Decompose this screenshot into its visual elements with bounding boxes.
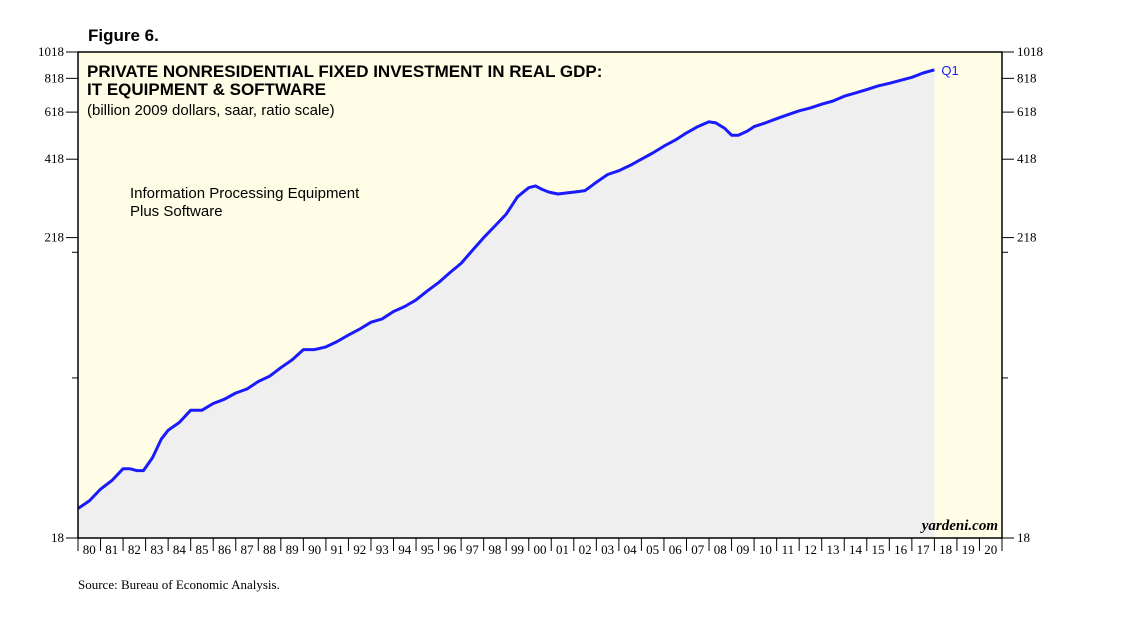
y-tick-label-right: 18	[1017, 530, 1030, 545]
plot-frame	[77, 51, 1003, 539]
x-tick-label: 07	[691, 542, 705, 557]
x-tick-label: 12	[804, 542, 817, 557]
x-tick-label: 11	[782, 542, 795, 557]
x-tick-label: 85	[195, 542, 208, 557]
end-label: Q1	[941, 63, 958, 78]
x-tick-label: 00	[534, 542, 547, 557]
x-tick-label: 17	[917, 542, 931, 557]
figure-label: Figure 6.	[88, 26, 159, 45]
series-annotation-line1: Information Processing Equipment	[130, 185, 360, 202]
y-tick-label-right: 818	[1017, 70, 1037, 85]
y-tick-label-right: 618	[1017, 104, 1037, 119]
y-tick-label-right: 218	[1017, 230, 1037, 245]
y-tick-label-left: 1018	[38, 44, 64, 59]
x-tick-label: 05	[646, 542, 659, 557]
x-tick-label: 88	[263, 542, 276, 557]
x-tick-label: 86	[218, 542, 232, 557]
x-tick-label: 18	[939, 542, 952, 557]
y-tick-label-left: 18	[51, 530, 64, 545]
x-tick-label: 20	[984, 542, 997, 557]
x-tick-label: 81	[105, 542, 118, 557]
x-tick-label: 92	[353, 542, 366, 557]
x-tick-label: 02	[579, 542, 592, 557]
x-tick-label: 98	[488, 542, 501, 557]
y-tick-label-left: 818	[45, 70, 65, 85]
x-tick-label: 15	[872, 542, 885, 557]
x-tick-label: 87	[241, 542, 255, 557]
chart-subtitle: (billion 2009 dollars, saar, ratio scale…	[87, 102, 335, 119]
x-tick-label: 10	[759, 542, 772, 557]
y-tick-label-left: 618	[45, 104, 65, 119]
x-tick-label: 14	[849, 542, 863, 557]
x-tick-label: 06	[669, 542, 683, 557]
x-tick-label: 01	[556, 542, 569, 557]
series-annotation-line2: Plus Software	[130, 203, 223, 220]
y-tick-label-right: 1018	[1017, 44, 1043, 59]
x-tick-label: 83	[150, 542, 163, 557]
x-tick-label: 16	[894, 542, 908, 557]
watermark: yardeni.com	[920, 518, 998, 534]
series-area-fill	[78, 69, 935, 539]
chart-title: PRIVATE NONRESIDENTIAL FIXED INVESTMENT …	[87, 62, 602, 81]
x-tick-label: 84	[173, 542, 187, 557]
x-tick-label: 99	[511, 542, 524, 557]
x-tick-label: 13	[826, 542, 839, 557]
chart-title-line2: IT EQUIPMENT & SOFTWARE	[87, 80, 326, 99]
x-tick-label: 80	[83, 542, 96, 557]
x-tick-label: 97	[466, 542, 480, 557]
x-tick-label: 08	[714, 542, 727, 557]
x-tick-label: 91	[331, 542, 344, 557]
x-tick-label: 09	[736, 542, 749, 557]
x-tick-label: 89	[286, 542, 299, 557]
y-axis-left: 1018 818 618 418 218 18	[38, 44, 78, 545]
x-axis: 80 81 82 83 84 85 86 87 88 89 90 91 92 93 94 95 96 97 98 99…	[77, 538, 1003, 557]
y-tick-label-left: 218	[45, 230, 65, 245]
x-tick-label: 93	[376, 542, 389, 557]
x-tick-label: 90	[308, 542, 321, 557]
series-line	[77, 68, 935, 510]
x-tick-label: 95	[421, 542, 434, 557]
x-tick-label: 03	[601, 542, 614, 557]
y-tick-label-left: 418	[45, 151, 65, 166]
x-tick-label: 94	[398, 542, 412, 557]
x-tick-label: 19	[962, 542, 975, 557]
x-tick-label: 04	[624, 542, 638, 557]
y-axis-right: 1018 818 618 418 218 18	[1002, 44, 1043, 545]
x-tick-label: 96	[443, 542, 457, 557]
source-note: Source: Bureau of Economic Analysis.	[78, 577, 280, 592]
y-tick-label-right: 418	[1017, 151, 1037, 166]
x-tick-label: 82	[128, 542, 141, 557]
